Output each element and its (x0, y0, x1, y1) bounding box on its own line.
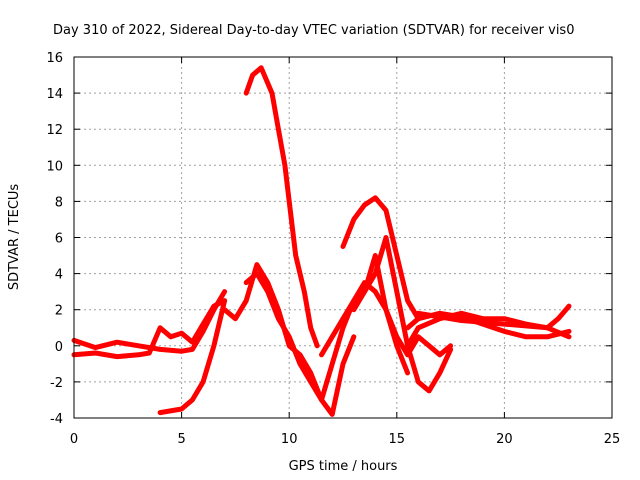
y-tick-label: 0 (55, 340, 63, 355)
series-track-1 (71, 289, 228, 354)
x-tick-label: 0 (70, 432, 78, 447)
series-track-6 (243, 253, 411, 403)
series-track-7 (319, 280, 454, 358)
y-tick-label: 2 (55, 304, 63, 319)
series-track-12 (415, 310, 572, 340)
grid (74, 57, 612, 418)
series-track-4 (222, 262, 357, 417)
y-tick-label: -2 (50, 376, 63, 391)
y-tick-label: 14 (46, 87, 63, 102)
series-track-11 (405, 303, 572, 349)
y-tick-label: 6 (55, 232, 63, 247)
series-track-5 (243, 65, 320, 349)
chart-title: Day 310 of 2022, Sidereal Day-to-day VTE… (53, 23, 574, 38)
series-track-8 (340, 195, 421, 322)
x-tick-label: 10 (281, 432, 298, 447)
x-axis-label: GPS time / hours (289, 459, 398, 474)
y-tick-label: 4 (55, 268, 63, 283)
y-tick-label: 16 (46, 51, 63, 66)
y-tick-label: 8 (55, 195, 63, 210)
tick-labels: 0 5 10 15 20 25 -4 -2 0 2 4 6 8 10 12 14 16 (46, 51, 620, 447)
x-tick-label: 25 (604, 432, 621, 447)
series-track-3 (157, 298, 228, 416)
ticks (73, 56, 613, 419)
y-tick-label: 10 (46, 159, 63, 174)
series-track-2 (71, 298, 228, 360)
y-tick-label: 12 (46, 123, 63, 138)
y-tick-label: -4 (50, 412, 63, 427)
x-tick-label: 20 (496, 432, 513, 447)
x-tick-label: 15 (389, 432, 406, 447)
series-group (71, 65, 572, 417)
x-tick-label: 5 (177, 432, 185, 447)
y-axis-label: SDTVAR / TECUs (7, 184, 22, 291)
